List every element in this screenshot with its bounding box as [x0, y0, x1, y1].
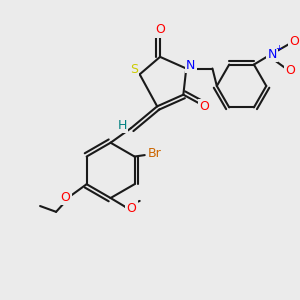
Text: -: - — [299, 31, 300, 41]
Text: O: O — [155, 23, 165, 36]
Text: O: O — [200, 100, 209, 113]
Text: O: O — [61, 191, 70, 204]
Text: N: N — [186, 59, 195, 72]
Text: N: N — [267, 48, 277, 61]
Text: O: O — [127, 202, 136, 215]
Text: H: H — [118, 119, 127, 132]
Text: Br: Br — [148, 147, 161, 160]
Text: O: O — [285, 64, 295, 77]
Text: +: + — [275, 44, 282, 53]
Text: S: S — [130, 64, 138, 76]
Text: O: O — [290, 35, 300, 48]
